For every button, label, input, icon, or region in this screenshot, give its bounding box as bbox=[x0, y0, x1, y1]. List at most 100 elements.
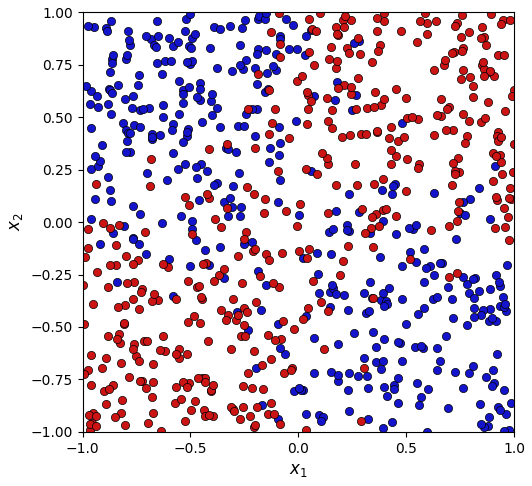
Point bbox=[500, 428, 509, 435]
Point bbox=[453, 217, 461, 225]
Point bbox=[124, 36, 133, 44]
Point bbox=[250, 347, 258, 355]
Point bbox=[120, 96, 129, 104]
Point bbox=[345, 227, 353, 235]
Point bbox=[470, 295, 478, 302]
Point bbox=[263, 86, 272, 93]
Point bbox=[505, 16, 514, 24]
Point bbox=[239, 305, 248, 312]
Point bbox=[287, 366, 295, 374]
Point bbox=[109, 52, 117, 59]
Point bbox=[496, 20, 505, 28]
Point bbox=[276, 139, 285, 147]
Point bbox=[137, 288, 145, 296]
Point bbox=[135, 305, 144, 313]
Point bbox=[89, 23, 98, 31]
Point bbox=[211, 216, 219, 224]
Point bbox=[436, 260, 445, 267]
Point bbox=[232, 316, 240, 324]
Point bbox=[109, 229, 118, 237]
Point bbox=[368, 328, 377, 336]
Point bbox=[209, 382, 217, 389]
Point bbox=[397, 262, 406, 270]
Point bbox=[347, 106, 356, 114]
Point bbox=[459, 110, 467, 118]
Point bbox=[136, 106, 144, 114]
Point bbox=[242, 56, 250, 64]
Point bbox=[440, 56, 449, 64]
Point bbox=[376, 365, 385, 373]
Point bbox=[196, 160, 205, 168]
Point bbox=[126, 41, 135, 49]
Point bbox=[154, 32, 162, 40]
Point bbox=[492, 271, 501, 278]
Point bbox=[236, 61, 244, 69]
Point bbox=[488, 177, 497, 185]
Point bbox=[185, 84, 193, 91]
Point bbox=[163, 263, 172, 271]
Point bbox=[111, 414, 119, 421]
Point bbox=[226, 22, 234, 30]
Point bbox=[476, 118, 485, 125]
Point bbox=[102, 354, 110, 362]
Point bbox=[387, 122, 395, 130]
Point bbox=[320, 345, 328, 353]
Point bbox=[186, 44, 195, 52]
Point bbox=[190, 31, 199, 38]
Point bbox=[276, 32, 285, 39]
Point bbox=[120, 319, 129, 327]
Point bbox=[174, 77, 183, 85]
Point bbox=[378, 207, 387, 214]
Point bbox=[106, 17, 115, 24]
Point bbox=[113, 278, 121, 286]
Point bbox=[215, 25, 224, 33]
Point bbox=[469, 304, 478, 312]
Point bbox=[223, 212, 232, 220]
Point bbox=[174, 165, 182, 173]
Point bbox=[492, 153, 501, 160]
Point bbox=[323, 118, 332, 125]
Point bbox=[506, 195, 515, 203]
Point bbox=[386, 146, 395, 154]
Point bbox=[304, 304, 312, 312]
Point bbox=[354, 37, 363, 45]
Point bbox=[310, 61, 318, 69]
Point bbox=[345, 369, 353, 377]
Point bbox=[261, 88, 270, 96]
Point bbox=[433, 345, 441, 352]
Point bbox=[181, 160, 189, 168]
Point bbox=[241, 332, 250, 340]
Point bbox=[242, 183, 251, 191]
Point bbox=[120, 320, 129, 328]
Point bbox=[363, 104, 372, 111]
Point bbox=[299, 386, 307, 394]
Point bbox=[454, 198, 463, 206]
Point bbox=[447, 295, 456, 303]
Point bbox=[242, 228, 250, 236]
Point bbox=[501, 224, 509, 231]
Point bbox=[169, 149, 177, 156]
Point bbox=[121, 421, 129, 429]
Point bbox=[479, 306, 487, 314]
Point bbox=[310, 334, 318, 342]
Point bbox=[263, 410, 272, 417]
Point bbox=[251, 133, 260, 140]
Point bbox=[354, 74, 363, 82]
Point bbox=[510, 140, 518, 148]
Point bbox=[182, 350, 191, 358]
Point bbox=[302, 32, 311, 40]
Point bbox=[420, 304, 428, 312]
Point bbox=[292, 222, 301, 230]
Point bbox=[87, 123, 95, 131]
Point bbox=[317, 417, 325, 425]
Point bbox=[204, 194, 213, 202]
Point bbox=[147, 393, 156, 400]
Point bbox=[113, 335, 122, 343]
Point bbox=[275, 176, 284, 184]
Point bbox=[497, 158, 505, 166]
Point bbox=[354, 208, 363, 216]
Point bbox=[497, 134, 506, 141]
Point bbox=[121, 148, 130, 156]
Point bbox=[278, 317, 287, 325]
Point bbox=[297, 72, 306, 80]
